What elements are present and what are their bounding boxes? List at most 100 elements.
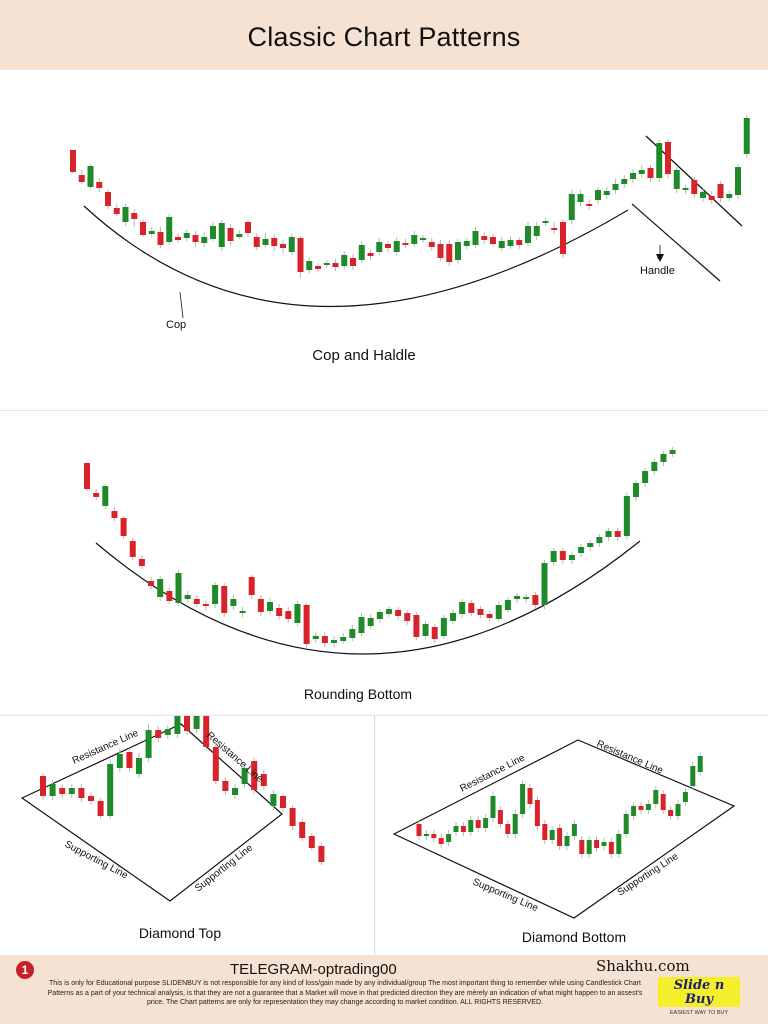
candle (257, 595, 264, 616)
candle (184, 716, 190, 735)
diamond-top-panel: Resistance Line Resistance Line Supporti… (0, 715, 375, 956)
candle (428, 238, 435, 251)
candle-body (299, 822, 306, 838)
diamond-top-chart: Resistance Line Resistance Line Supporti… (20, 716, 325, 941)
candle-body (656, 143, 663, 178)
candle-body (533, 226, 540, 236)
candle-body (463, 241, 470, 246)
candle (527, 784, 533, 808)
candle (138, 555, 145, 569)
candle-body (303, 605, 310, 644)
candle-body (568, 555, 575, 560)
candle (460, 822, 466, 836)
candle (267, 598, 273, 614)
candle-body (289, 808, 296, 826)
candle (735, 164, 741, 199)
candle-body (49, 784, 56, 796)
candle (120, 516, 127, 539)
candle-body (262, 239, 269, 245)
candle-body (70, 150, 76, 172)
page-footer: 1 TELEGRAM-optrading00 Shakhu.com This i… (0, 955, 768, 1024)
candle (601, 838, 607, 850)
candle-body (393, 241, 400, 252)
candle-body (175, 573, 182, 603)
candle-body (579, 840, 585, 854)
candle-body (166, 591, 173, 601)
candle-body (653, 790, 659, 804)
candle-body (642, 471, 649, 483)
candle (166, 588, 173, 604)
candle-body (455, 242, 461, 260)
logo-tagline: EASIEST WAY TO BUY (669, 1010, 729, 1016)
candle (93, 489, 100, 500)
candle (303, 603, 310, 649)
candle (420, 235, 426, 243)
candle-body (422, 624, 429, 636)
rounding-bottom-title: Rounding Bottom (304, 686, 412, 702)
candle-body (486, 614, 493, 618)
candle-body (440, 618, 447, 636)
candle (227, 224, 234, 245)
candle (358, 241, 365, 263)
candle (586, 836, 592, 858)
candle-body (542, 221, 549, 223)
candle-body (460, 826, 466, 832)
candle (431, 830, 437, 842)
candle (505, 820, 511, 838)
candle-body (691, 180, 698, 194)
candle (245, 220, 251, 237)
candle (631, 802, 637, 820)
candle-body (308, 836, 315, 848)
candle-body (420, 238, 426, 240)
candle-body (257, 599, 264, 612)
candle-body (332, 263, 339, 267)
candle (251, 758, 258, 794)
candle-body (633, 483, 639, 497)
candle (514, 593, 521, 603)
candle (438, 834, 444, 848)
candle (525, 222, 531, 246)
candle (579, 836, 585, 858)
candle (440, 615, 447, 639)
candle (455, 239, 461, 264)
candle (660, 451, 667, 466)
candle (270, 790, 277, 810)
candle-body (285, 611, 292, 619)
candle (497, 806, 503, 828)
diamond-bottom-title: Diamond Bottom (522, 929, 626, 945)
candle (315, 263, 321, 272)
candle (653, 786, 659, 808)
candle (551, 222, 558, 234)
candle-body (638, 170, 645, 174)
candle (660, 790, 666, 814)
candle (568, 552, 575, 564)
diamond-bottom-chart: Resistance Line Resistance Line Supporti… (392, 739, 736, 945)
diamond-top-candles (40, 716, 325, 865)
candle-body (315, 266, 321, 269)
candle (512, 810, 518, 838)
candle-body (236, 234, 243, 237)
candle (468, 600, 475, 616)
candle (164, 725, 171, 739)
candle-body (682, 188, 689, 190)
candle (630, 169, 636, 183)
candle (218, 220, 225, 251)
candle-body (341, 255, 348, 266)
candle-body (507, 240, 514, 246)
candle (253, 233, 260, 250)
candle (422, 621, 429, 639)
candle-body (631, 806, 637, 816)
handle-label: Handle (640, 265, 675, 277)
candle-body (601, 842, 607, 846)
candle (193, 716, 200, 733)
candle (477, 606, 484, 618)
candle (175, 233, 181, 243)
candle-body (708, 196, 715, 200)
candle-body (551, 228, 558, 230)
candle (647, 165, 654, 182)
candle-body (542, 824, 548, 840)
candle-body (107, 764, 114, 816)
candle-body (96, 182, 103, 188)
candle-body (682, 792, 688, 802)
diamond-bottom-panel: Resistance Line Resistance Line Supporti… (376, 715, 768, 956)
